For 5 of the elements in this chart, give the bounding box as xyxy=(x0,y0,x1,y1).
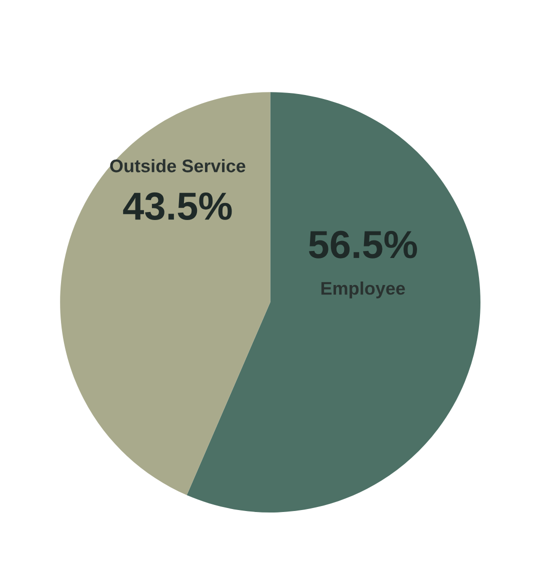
data-label: 43.5% xyxy=(123,192,232,220)
slice-label: Employee xyxy=(321,282,405,298)
pie-slice xyxy=(60,92,270,496)
data-label: 56.5% xyxy=(308,230,417,258)
slice-label: Outside Service xyxy=(110,159,246,172)
